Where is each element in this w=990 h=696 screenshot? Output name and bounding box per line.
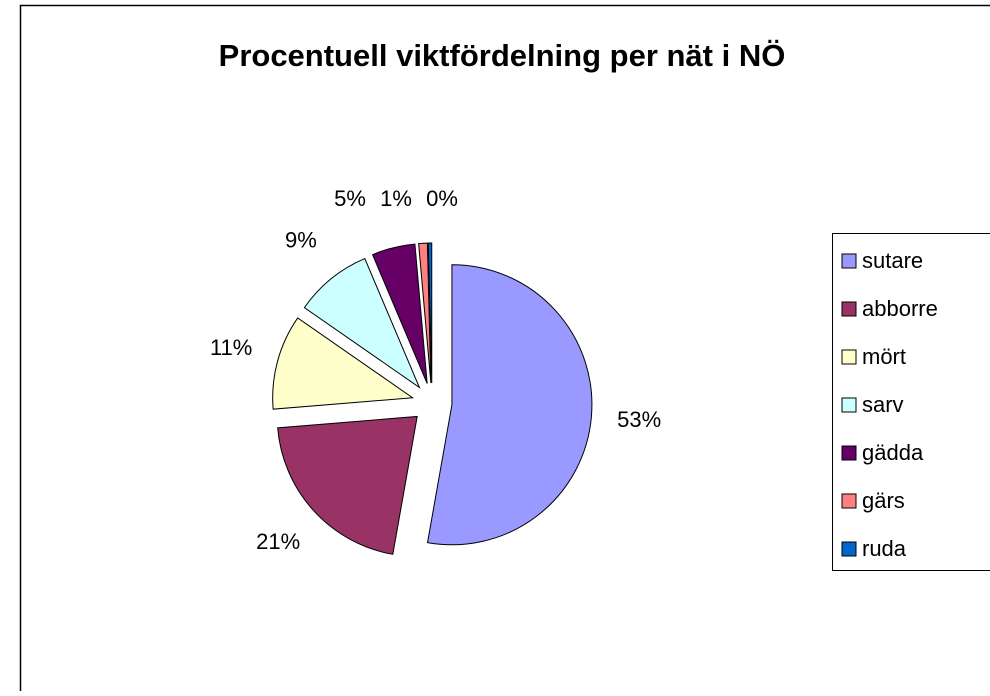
data-label: 0%: [426, 186, 458, 211]
legend-swatch: [842, 350, 856, 364]
data-label: 1%: [380, 186, 412, 211]
data-label: 11%: [210, 335, 252, 360]
legend-swatch: [842, 446, 856, 460]
data-label: 53%: [617, 407, 661, 432]
legend-label: abborre: [862, 296, 938, 321]
legend-label: mört: [862, 344, 906, 369]
legend-swatch: [842, 254, 856, 268]
data-label: 9%: [285, 227, 317, 252]
legend-label: ruda: [862, 536, 907, 561]
legend-swatch: [842, 542, 856, 556]
legend-swatch: [842, 494, 856, 508]
data-label: 5%: [334, 186, 366, 211]
legend-swatch: [842, 398, 856, 412]
legend-label: sutare: [862, 248, 923, 273]
data-label: 21%: [256, 529, 300, 554]
legend-label: gädda: [862, 440, 924, 465]
legend-swatch: [842, 302, 856, 316]
chart-title: Procentuell viktfördelning per nät i NÖ: [219, 38, 786, 73]
legend-label: sarv: [862, 392, 904, 417]
legend-label: gärs: [862, 488, 905, 513]
